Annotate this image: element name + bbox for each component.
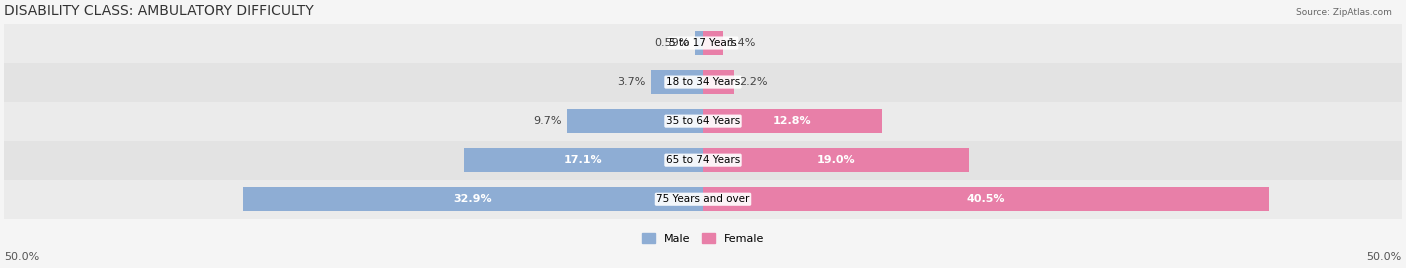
- Text: 65 to 74 Years: 65 to 74 Years: [666, 155, 740, 165]
- Bar: [703, 31, 723, 55]
- Text: 0.59%: 0.59%: [654, 38, 689, 48]
- Bar: [4, 102, 1402, 141]
- Bar: [4, 62, 1402, 102]
- Bar: [703, 148, 969, 172]
- Bar: [464, 148, 703, 172]
- Text: DISABILITY CLASS: AMBULATORY DIFFICULTY: DISABILITY CLASS: AMBULATORY DIFFICULTY: [4, 4, 314, 18]
- Text: 40.5%: 40.5%: [967, 194, 1005, 204]
- Bar: [243, 187, 703, 211]
- Bar: [703, 187, 1270, 211]
- Text: 50.0%: 50.0%: [1367, 252, 1402, 262]
- Bar: [568, 109, 703, 133]
- Text: 35 to 64 Years: 35 to 64 Years: [666, 116, 740, 126]
- Bar: [651, 70, 703, 94]
- Text: 18 to 34 Years: 18 to 34 Years: [666, 77, 740, 87]
- Bar: [703, 109, 882, 133]
- Text: 32.9%: 32.9%: [454, 194, 492, 204]
- Bar: [4, 24, 1402, 62]
- Bar: [4, 180, 1402, 219]
- Text: 1.4%: 1.4%: [728, 38, 756, 48]
- Bar: [4, 141, 1402, 180]
- Text: 5 to 17 Years: 5 to 17 Years: [669, 38, 737, 48]
- Text: 75 Years and over: 75 Years and over: [657, 194, 749, 204]
- Legend: Male, Female: Male, Female: [637, 229, 769, 248]
- Text: 50.0%: 50.0%: [4, 252, 39, 262]
- Text: 12.8%: 12.8%: [773, 116, 811, 126]
- Text: 19.0%: 19.0%: [817, 155, 855, 165]
- Text: 9.7%: 9.7%: [533, 116, 562, 126]
- Bar: [703, 70, 734, 94]
- Text: Source: ZipAtlas.com: Source: ZipAtlas.com: [1296, 8, 1392, 17]
- Text: 3.7%: 3.7%: [617, 77, 645, 87]
- Text: 17.1%: 17.1%: [564, 155, 603, 165]
- Text: 2.2%: 2.2%: [740, 77, 768, 87]
- Bar: [695, 31, 703, 55]
